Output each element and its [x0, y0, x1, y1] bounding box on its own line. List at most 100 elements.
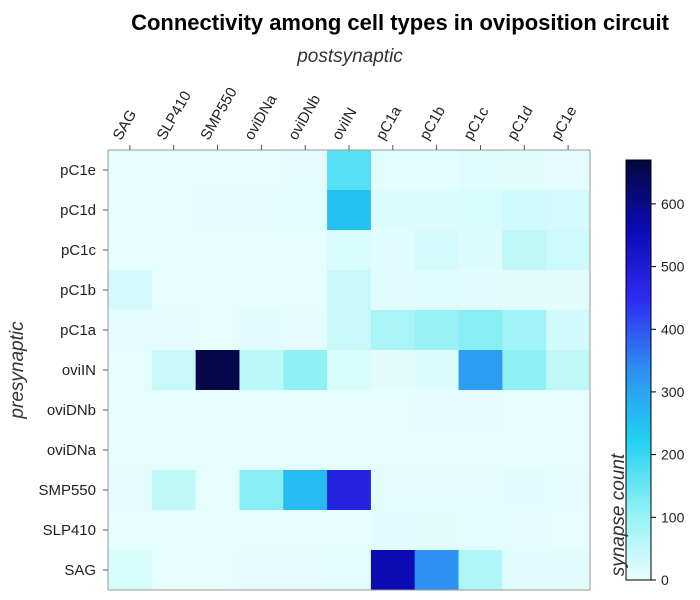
heatmap-cell-pC1e-pC1b	[414, 150, 459, 191]
heatmap-cell-SLP410-pC1b	[414, 510, 459, 551]
heatmap-cell-pC1b-oviDNb	[283, 270, 328, 311]
heatmap-cell-oviDNb-pC1e	[546, 390, 591, 431]
heatmap-cell-pC1e-pC1c	[458, 150, 503, 191]
heatmap-cell-oviDNa-pC1b	[414, 430, 459, 471]
x-tick-labels: SAG SLP410 SMP550 oviDNa oviDNb oviIN pC1a pC1b…	[110, 85, 580, 150]
heatmap-cell-oviIN-pC1b	[414, 350, 459, 391]
x-tick-label: pC1b	[416, 103, 449, 143]
y-tick-label: pC1c	[61, 242, 97, 259]
heatmap-cell-oviIN-oviDNb	[283, 350, 328, 391]
colorbar-tick-label: 200	[661, 447, 685, 463]
heatmap-cell-pC1c-oviDNa	[239, 230, 284, 271]
x-tick-label: oviIN	[329, 105, 361, 143]
heatmap-cell-pC1c-oviIN	[327, 230, 372, 271]
colorbar-ticks: 0 100 200 300 400 500 600	[651, 196, 685, 588]
heatmap-cell-pC1e-SLP410	[151, 150, 196, 191]
heatmap-cell-pC1b-oviIN	[327, 270, 372, 311]
heatmap-cell-pC1e-oviIN	[327, 150, 372, 191]
heatmap-cell-pC1e-SAG	[108, 150, 153, 191]
heatmap-cell-SMP550-oviDNb	[283, 470, 328, 511]
heatmap-cell-SLP410-oviIN	[327, 510, 372, 551]
heatmap-cell-pC1c-pC1e	[546, 230, 591, 271]
heatmap-cell-pC1a-oviDNb	[283, 310, 328, 351]
heatmap-cell-SAG-oviDNa	[239, 550, 284, 591]
y-tick-label: oviIN	[62, 362, 96, 379]
heatmap-cell-oviDNb-oviDNb	[283, 390, 328, 431]
heatmap-cell-pC1c-pC1a	[370, 230, 416, 271]
heatmap-cell-pC1b-pC1a	[370, 270, 416, 311]
heatmap-cell-pC1d-pC1e	[546, 190, 591, 231]
x-tick-label: SMP550	[197, 85, 240, 143]
heatmap-cell-SMP550-oviDNa	[239, 470, 284, 511]
heatmap-cell-oviIN-oviDNa	[239, 350, 284, 391]
heatmap-cell-oviDNb-oviDNa	[239, 390, 284, 431]
heatmap-cell-oviDNa-oviDNb	[283, 430, 328, 471]
heatmap-cell-pC1d-SLP410	[151, 190, 196, 231]
x-tick-label: pC1a	[373, 103, 406, 143]
heatmap-cell-pC1c-pC1b	[414, 230, 459, 271]
heatmap-cell-pC1d-SAG	[108, 190, 153, 231]
heatmap-cell-SAG-pC1b	[414, 550, 459, 591]
heatmap-cell-oviIN-pC1c	[458, 350, 503, 391]
heatmap-cell-pC1e-pC1a	[370, 150, 416, 191]
heatmap-cell-pC1a-pC1d	[502, 310, 547, 351]
heatmap-cell-SLP410-pC1d	[502, 510, 547, 551]
heatmap-cell-pC1a-SLP410	[151, 310, 196, 351]
heatmap-cell-SLP410-pC1a	[370, 510, 416, 551]
heatmap-cell-oviDNb-pC1d	[502, 390, 547, 431]
heatmap-cell-SLP410-pC1e	[546, 510, 591, 551]
colorbar-label: synapse count	[608, 453, 629, 576]
heatmap-cell-SLP410-oviDNb	[283, 510, 328, 551]
heatmap-cell-oviDNa-SLP410	[151, 430, 196, 471]
heatmap-cell-pC1c-pC1c	[458, 230, 503, 271]
heatmap-cell-pC1b-SAG	[108, 270, 153, 311]
x-tick-label: pC1d	[504, 103, 537, 143]
heatmap-cell-pC1d-pC1c	[458, 190, 503, 231]
heatmap-cell-pC1c-SMP550	[195, 230, 240, 271]
heatmap-cell-pC1a-SMP550	[195, 310, 240, 351]
x-tick-label: oviDNa	[241, 91, 281, 143]
heatmap-cell-SMP550-pC1d	[502, 470, 547, 511]
y-tick-label: pC1e	[60, 162, 96, 179]
heatmap-cell-SMP550-pC1e	[546, 470, 591, 511]
colorbar-tick-label: 0	[661, 572, 669, 588]
heatmap-cell-pC1e-oviDNa	[239, 150, 284, 191]
heatmap-cell-pC1d-oviIN	[327, 190, 372, 231]
y-tick-label: SAG	[64, 562, 96, 579]
heatmap-cell-pC1a-oviIN	[327, 310, 372, 351]
heatmap-cell-pC1b-pC1c	[458, 270, 503, 311]
heatmap-cell-oviIN-pC1a	[370, 350, 416, 391]
heatmap-cell-SLP410-SMP550	[195, 510, 240, 551]
heatmap-cells	[108, 150, 591, 591]
heatmap-cell-SMP550-oviIN	[327, 470, 372, 511]
heatmap-cell-pC1c-oviDNb	[283, 230, 328, 271]
heatmap-cell-pC1a-pC1e	[546, 310, 591, 351]
heatmap-cell-oviDNa-pC1c	[458, 430, 503, 471]
chart-title: Connectivity among cell types in oviposi…	[131, 10, 670, 35]
heatmap-cell-SMP550-SAG	[108, 470, 153, 511]
colorbar	[625, 159, 652, 581]
heatmap-cell-SLP410-pC1c	[458, 510, 503, 551]
heatmap-cell-pC1b-SLP410	[151, 270, 196, 311]
x-tick-label: pC1c	[460, 104, 492, 143]
y-tick-label: pC1a	[60, 322, 97, 339]
y-tick-label: SMP550	[38, 482, 96, 499]
heatmap-cell-SLP410-SLP410	[151, 510, 196, 551]
y-tick-labels: pC1e pC1d pC1c pC1b pC1a oviIN oviDNb oviDNa SMP…	[38, 162, 108, 579]
heatmap-cell-SAG-pC1e	[546, 550, 591, 591]
colorbar-tick-label: 300	[661, 384, 685, 400]
heatmap-cell-oviIN-SMP550	[195, 350, 240, 391]
heatmap-cell-pC1c-SLP410	[151, 230, 196, 271]
colorbar-tick-label: 600	[661, 196, 685, 212]
heatmap-cell-pC1d-oviDNa	[239, 190, 284, 231]
heatmap-cell-pC1e-pC1e	[546, 150, 591, 191]
heatmap-cell-pC1d-oviDNb	[283, 190, 328, 231]
heatmap-cell-oviDNa-pC1d	[502, 430, 547, 471]
heatmap-cell-oviDNb-pC1c	[458, 390, 503, 431]
y-tick-label: oviDNa	[47, 442, 97, 459]
heatmap-cell-oviDNa-pC1e	[546, 430, 591, 471]
heatmap-cell-SAG-oviDNb	[283, 550, 328, 591]
heatmap-cell-pC1b-pC1e	[546, 270, 591, 311]
heatmap-cell-pC1e-oviDNb	[283, 150, 328, 191]
